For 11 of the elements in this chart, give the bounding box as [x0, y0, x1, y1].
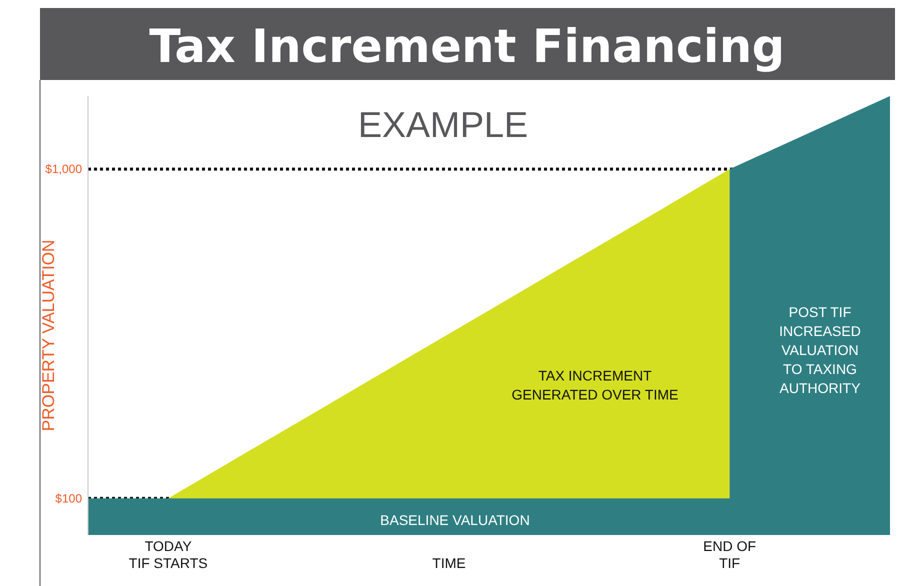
x-axis-title: TIME	[432, 555, 466, 571]
annotation: TAX INCREMENT GENERATED OVER TIME	[512, 368, 678, 402]
chart-title: Tax Increment Financing	[149, 19, 785, 73]
x-tick-label: END OF TIF	[703, 538, 756, 571]
x-tick-label: TODAY TIF STARTS	[128, 538, 208, 571]
y-axis-title: PROPERTY VALUATION	[39, 240, 58, 432]
chart-subtitle: EXAMPLE	[358, 104, 528, 145]
y-tick-label: $100	[55, 491, 82, 506]
annotation: BASELINE VALUATION	[380, 512, 530, 528]
y-tick-label: $1,000	[45, 162, 82, 176]
annotation: POST TIF INCREASED VALUATION TO TAXING AUTHORITY	[779, 304, 862, 396]
